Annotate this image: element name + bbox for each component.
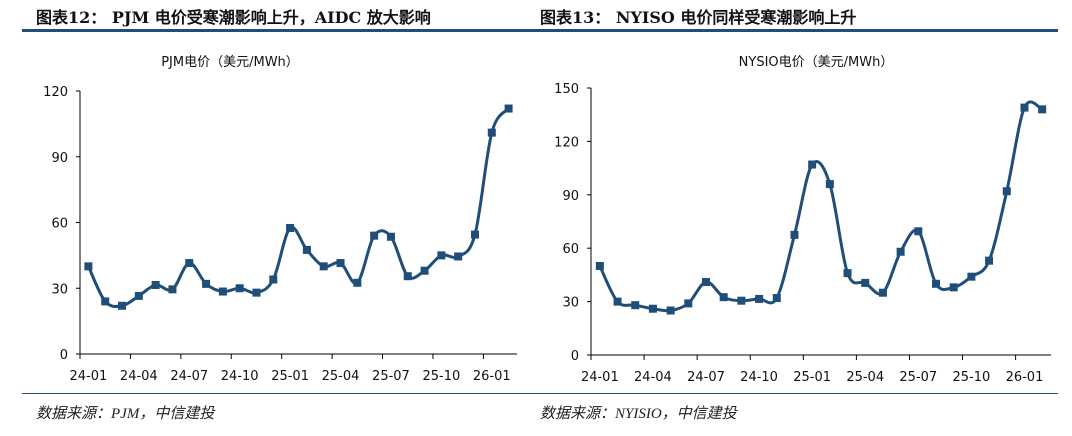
x-tick-label: 25-10 — [422, 369, 460, 384]
x-tick-label: 25-04 — [322, 369, 360, 384]
data-point — [235, 284, 244, 293]
data-point — [843, 269, 852, 278]
data-point — [487, 128, 496, 137]
data-point — [985, 256, 994, 265]
x-tick-label: 25-07 — [372, 369, 410, 384]
data-point — [286, 223, 295, 232]
figure-13-header: 图表13： NYISO 电价同样受寒潮影响上升 — [540, 8, 857, 27]
data-point — [1002, 187, 1011, 196]
data-point — [666, 306, 675, 315]
data-point — [808, 160, 817, 169]
y-tick-label: 120 — [43, 85, 68, 100]
x-tick-label: 25-01 — [271, 369, 309, 384]
data-point — [967, 272, 976, 281]
data-point — [719, 293, 728, 302]
x-tick-label: 24-04 — [120, 369, 158, 384]
data-point — [319, 262, 328, 271]
series-line — [87, 107, 510, 309]
data-point — [613, 297, 622, 306]
data-point — [595, 262, 604, 270]
data-point — [269, 275, 278, 284]
data-point — [370, 231, 379, 240]
data-point — [1020, 103, 1029, 112]
data-point — [403, 272, 412, 281]
data-point — [790, 230, 799, 239]
data-point — [878, 288, 887, 297]
y-tick-label: 90 — [562, 189, 579, 204]
data-point — [1038, 105, 1047, 114]
data-point — [914, 227, 923, 236]
y-tick-label: 30 — [51, 282, 68, 297]
y-tick-label: 0 — [60, 348, 68, 363]
data-point — [755, 294, 764, 303]
data-point — [353, 278, 362, 287]
x-tick-label: 24-04 — [634, 370, 672, 385]
data-point — [702, 278, 710, 287]
y-tick-label: 150 — [554, 82, 579, 97]
data-point — [218, 287, 227, 296]
data-point — [648, 304, 657, 313]
pjm-price-chart: PJM电价（美元/MWh） 0 30 60 90 120 24-01 24-04 24-07 24… — [43, 55, 517, 384]
data-point — [84, 262, 93, 271]
data-point — [252, 288, 261, 297]
figure-12-source: 数据来源：PJM，中信建投 — [36, 406, 215, 422]
x-tick-label: 25-07 — [899, 370, 937, 385]
nyiso-price-chart: NYSIO电价（美元/MWh） 0 30 60 90 120 150 24-01 24-04 24… — [554, 55, 1051, 385]
y-tick-label: 60 — [51, 217, 68, 232]
x-tick-label: 26-01 — [473, 369, 511, 384]
y-tick-label: 120 — [554, 135, 579, 150]
data-point — [825, 180, 834, 189]
x-tick-label: 25-10 — [952, 370, 990, 385]
data-point — [631, 301, 640, 310]
x-tick-label: 26-01 — [1006, 370, 1044, 385]
data-point — [861, 278, 870, 287]
data-point — [737, 296, 746, 305]
data-point — [302, 245, 311, 254]
y-tick-label: 60 — [562, 242, 579, 257]
data-point — [118, 301, 127, 310]
data-point — [454, 252, 463, 261]
y-tick-label: 30 — [562, 296, 579, 311]
data-point — [949, 283, 958, 292]
data-point — [101, 297, 110, 306]
data-point — [684, 299, 693, 308]
data-point — [185, 259, 194, 268]
x-tick-label: 25-04 — [846, 370, 884, 385]
x-tick-label: 24-07 — [170, 369, 208, 384]
x-tick-label: 24-07 — [687, 370, 725, 385]
figure-13-source: 数据来源：NYISIO，中信建投 — [540, 406, 737, 422]
series-line — [598, 100, 1043, 313]
header-rule — [22, 29, 1058, 32]
x-tick-label: 24-01 — [70, 369, 108, 384]
chart-title: PJM电价（美元/MWh） — [161, 55, 299, 70]
y-tick-label: 90 — [51, 151, 68, 166]
footer-rule — [22, 393, 1058, 394]
data-point — [420, 266, 429, 275]
data-point — [336, 259, 345, 268]
y-tick-label: 0 — [571, 349, 579, 364]
data-point — [437, 251, 446, 260]
chart-title: NYSIO电价（美元/MWh） — [739, 55, 894, 70]
data-point — [772, 294, 781, 303]
data-point — [151, 280, 160, 289]
data-point — [932, 279, 940, 288]
data-point — [896, 247, 905, 256]
data-point — [504, 104, 513, 113]
figure-12-header: 图表12： PJM 电价受寒潮影响上升，AIDC 放大影响 — [36, 8, 431, 27]
data-point — [134, 291, 143, 300]
data-point — [386, 232, 395, 241]
x-tick-label: 24-10 — [221, 369, 259, 384]
data-point — [168, 285, 177, 294]
data-point — [470, 230, 479, 239]
x-tick-label: 24-10 — [740, 370, 778, 385]
data-point — [202, 279, 211, 288]
x-tick-label: 24-01 — [581, 370, 619, 385]
x-tick-label: 25-01 — [793, 370, 831, 385]
